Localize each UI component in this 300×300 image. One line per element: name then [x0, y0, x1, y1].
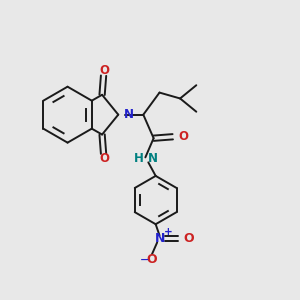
Text: O: O — [184, 232, 194, 245]
Text: O: O — [146, 253, 157, 266]
Text: O: O — [99, 64, 109, 77]
Text: N: N — [155, 232, 165, 245]
Text: −: − — [140, 255, 149, 265]
Text: N: N — [148, 152, 158, 165]
Text: O: O — [99, 152, 109, 166]
Text: N: N — [124, 108, 134, 121]
Text: +: + — [164, 227, 173, 237]
Text: H: H — [134, 152, 144, 165]
Text: O: O — [178, 130, 188, 143]
